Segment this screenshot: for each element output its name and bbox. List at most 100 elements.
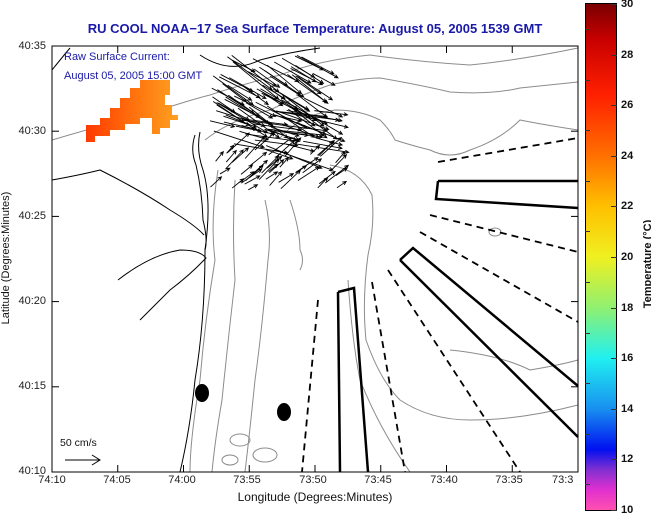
beam xyxy=(429,214,579,253)
x-tick-label: 73:3 xyxy=(552,474,574,486)
colorbar-tick-label: 12 xyxy=(621,453,634,466)
colorbar-tick-label: 16 xyxy=(621,352,634,365)
current-vector xyxy=(261,91,284,107)
beam xyxy=(387,269,521,473)
current-vector xyxy=(244,175,261,185)
shoal xyxy=(221,454,239,466)
coast-bay xyxy=(51,47,71,71)
current-vector xyxy=(266,155,283,169)
coastline xyxy=(51,47,321,473)
current-vector xyxy=(223,115,251,127)
coast-river xyxy=(117,249,207,321)
colorbar-minor-tick xyxy=(585,130,590,132)
contour-4 xyxy=(189,169,219,473)
colorbar-tick-label: 14 xyxy=(621,402,634,415)
colorbar-tick xyxy=(611,105,617,107)
beam xyxy=(419,231,579,323)
current-vector xyxy=(260,88,311,119)
current-label: Raw Surface Current: xyxy=(64,51,170,63)
current-vector xyxy=(281,57,316,78)
coast-harbor xyxy=(199,47,321,67)
colorbar-tick-label: 10 xyxy=(621,504,634,516)
radar-beams xyxy=(301,137,579,473)
current-vector xyxy=(301,56,335,75)
current-vector xyxy=(239,130,270,141)
current-vector xyxy=(335,167,348,176)
current-vector xyxy=(241,168,263,184)
colorbar-tick xyxy=(611,4,617,5)
beam xyxy=(437,137,579,163)
current-vector xyxy=(231,55,280,93)
radar-boxes xyxy=(336,179,579,473)
colorbar-tick xyxy=(611,155,617,157)
y-axis-label: Latitude (Degrees:Minutes) xyxy=(0,191,12,325)
colorbar-minor-tick xyxy=(585,332,590,334)
shoal xyxy=(252,447,278,463)
current-vector xyxy=(271,126,300,137)
current-vector xyxy=(296,54,339,79)
colorbar-minor-tick xyxy=(585,29,590,30)
y-tick-label: 40:10 xyxy=(18,465,46,477)
current-vector xyxy=(284,137,302,157)
map-title: RU COOL NOAA−17 Sea Surface Temperature:… xyxy=(87,21,543,36)
current-vector xyxy=(225,96,275,128)
colorbar-minor-tick xyxy=(585,383,590,385)
current-vector xyxy=(275,139,296,158)
colorbar-tick-label: 20 xyxy=(621,251,634,263)
current-vector xyxy=(286,143,316,153)
contour-8 xyxy=(347,279,411,473)
current-vector xyxy=(295,75,322,95)
shoal xyxy=(488,227,502,237)
radar-box-diagonal xyxy=(399,246,579,438)
current-vector xyxy=(270,114,303,123)
colorbar-tick xyxy=(611,358,617,360)
current-vector xyxy=(276,110,330,131)
current-vector xyxy=(225,149,244,170)
current-vector xyxy=(261,155,280,174)
colorbar-tick-label: 18 xyxy=(621,301,634,314)
current-vector xyxy=(254,131,276,151)
current-vector xyxy=(289,112,349,129)
current-vector xyxy=(227,94,270,125)
current-vector xyxy=(330,154,348,172)
contour-6 xyxy=(244,199,270,473)
colorbar-tick xyxy=(611,206,617,208)
current-vector xyxy=(319,136,343,157)
current-vector xyxy=(291,74,328,103)
current-timestamp: August 05, 2005 15:00 GMT xyxy=(64,70,203,82)
current-vector xyxy=(227,56,273,91)
coast-outer-beach xyxy=(179,131,209,473)
current-vector xyxy=(234,95,277,117)
y-tick-label: 40:35 xyxy=(18,40,46,52)
x-tick-label: 74:10 xyxy=(38,474,66,486)
colorbar-minor-tick xyxy=(585,282,590,283)
current-vector xyxy=(248,184,259,191)
current-vector xyxy=(247,71,277,87)
current-vector xyxy=(304,97,344,118)
current-vector xyxy=(212,96,236,113)
colorbar-tick-label: 26 xyxy=(621,99,634,112)
y-tick-label: 40:15 xyxy=(18,380,46,392)
colorbar-minor-tick xyxy=(585,484,590,486)
current-vector xyxy=(278,173,295,183)
current-vector xyxy=(318,139,335,157)
colorbar-tick xyxy=(611,307,617,309)
current-vector xyxy=(267,128,325,137)
current-vector xyxy=(222,83,248,103)
current-vector xyxy=(336,180,348,189)
current-vector xyxy=(266,145,323,169)
x-tick-label: 73:55 xyxy=(233,474,261,486)
current-vector xyxy=(258,158,280,180)
beam xyxy=(301,299,319,473)
current-vector xyxy=(218,76,261,99)
contour-5 xyxy=(211,179,236,473)
surface-current-vectors xyxy=(209,54,350,191)
x-tick-label: 73:45 xyxy=(364,474,392,486)
coast-inner-spit xyxy=(192,134,207,251)
radar-box-east xyxy=(434,179,579,210)
colorbar-tick xyxy=(611,257,617,258)
x-tick-label: 73:50 xyxy=(299,474,327,486)
bathymetry-contours xyxy=(51,47,579,473)
sst-pixels xyxy=(86,80,178,142)
